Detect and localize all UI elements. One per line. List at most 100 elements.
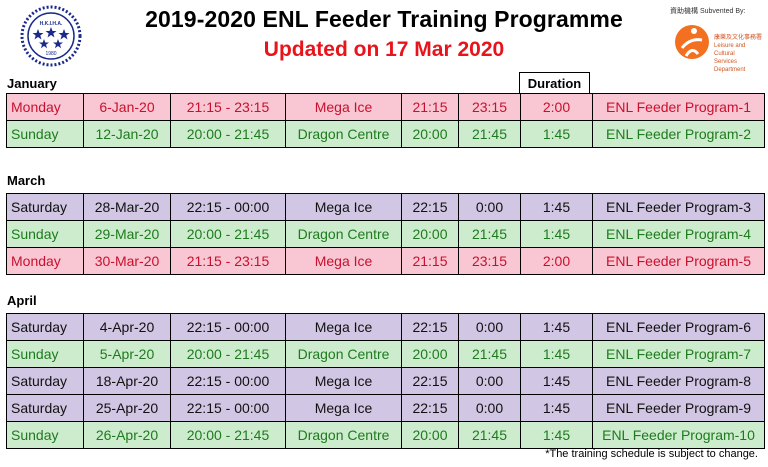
date-cell: 12-Jan-20: [83, 120, 171, 148]
day-cell: Saturday: [6, 394, 84, 422]
end-cell: 21:45: [458, 220, 521, 248]
end-cell: 0:00: [458, 367, 521, 395]
day-cell: Sunday: [6, 421, 84, 449]
venue-cell: Mega Ice: [285, 193, 402, 221]
start-cell: 20:00: [401, 220, 459, 248]
time-cell: 20:00 - 21:45: [170, 421, 286, 449]
sponsor-label: 資助機構 Subvented By:: [670, 8, 746, 15]
day-cell: Monday: [6, 247, 84, 275]
duration-cell: 1:45: [520, 421, 593, 449]
start-cell: 22:15: [401, 193, 459, 221]
program-cell: ENL Feeder Program-4: [592, 220, 765, 248]
section-label-march: March: [7, 173, 46, 188]
day-cell: Sunday: [6, 120, 84, 148]
start-cell: 21:15: [401, 247, 459, 275]
day-cell: Sunday: [6, 340, 84, 368]
start-cell: 20:00: [401, 120, 459, 148]
date-cell: 18-Apr-20: [83, 367, 171, 395]
end-cell: 21:45: [458, 340, 521, 368]
date-cell: 26-Apr-20: [83, 421, 171, 449]
end-cell: 0:00: [458, 394, 521, 422]
sponsor-block: 資助機構 Subvented By: 康樂及文化事務署 Leisure and …: [670, 6, 766, 76]
table-row: Saturday 28-Mar-20 22:15 - 00:00 Mega Ice 22…: [6, 193, 765, 221]
time-cell: 20:00 - 21:45: [170, 120, 286, 148]
schedule-table-march: Saturday 28-Mar-20 22:15 - 00:00 Mega Ice 22…: [6, 193, 765, 275]
venue-cell: Mega Ice: [285, 394, 402, 422]
table-row: Monday 30-Mar-20 21:15 - 23:15 Mega Ice 21:1…: [6, 247, 765, 275]
start-cell: 22:15: [401, 394, 459, 422]
sponsor-name-en-2: Services Department: [714, 59, 746, 73]
day-cell: Saturday: [6, 313, 84, 341]
sponsor-name-en-1: Leisure and Cultural: [714, 43, 746, 57]
duration-cell: 1:45: [520, 367, 593, 395]
time-cell: 21:15 - 23:15: [170, 247, 286, 275]
start-cell: 22:15: [401, 313, 459, 341]
start-cell: 22:15: [401, 367, 459, 395]
table-row: Sunday 12-Jan-20 20:00 - 21:45 Dragon Centr…: [6, 120, 765, 148]
end-cell: 0:00: [458, 193, 521, 221]
duration-column-header: Duration: [519, 72, 590, 93]
venue-cell: Dragon Centre: [285, 220, 402, 248]
schedule-table-january: Monday 6-Jan-20 21:15 - 23:15 Mega Ice 21:15…: [6, 93, 765, 148]
date-cell: 4-Apr-20: [83, 313, 171, 341]
program-cell: ENL Feeder Program-7: [592, 340, 765, 368]
page-subtitle: Updated on 17 Mar 2020: [263, 38, 505, 61]
program-cell: ENL Feeder Program-5: [592, 247, 765, 275]
logo-text: H.K.I.H.A.: [40, 21, 63, 27]
time-cell: 22:15 - 00:00: [170, 367, 286, 395]
table-row: Saturday 4-Apr-20 22:15 - 00:00 Mega Ice 22:…: [6, 313, 765, 341]
time-cell: 22:15 - 00:00: [170, 394, 286, 422]
table-row: Saturday 18-Apr-20 22:15 - 00:00 Mega Ice 22…: [6, 367, 765, 395]
date-cell: 29-Mar-20: [83, 220, 171, 248]
association-logo: H.K.I.H.A. 1980: [18, 5, 84, 67]
footnote: *The training schedule is subject to cha…: [545, 448, 758, 460]
start-cell: 20:00: [401, 421, 459, 449]
venue-cell: Mega Ice: [285, 93, 402, 121]
section-label-january: January: [7, 76, 57, 91]
duration-cell: 2:00: [520, 247, 593, 275]
duration-cell: 1:45: [520, 193, 593, 221]
date-cell: 25-Apr-20: [83, 394, 171, 422]
duration-cell: 1:45: [520, 394, 593, 422]
duration-cell: 2:00: [520, 93, 593, 121]
page-title: 2019-2020 ENL Feeder Training Programme: [145, 6, 623, 32]
date-cell: 30-Mar-20: [83, 247, 171, 275]
end-cell: 23:15: [458, 93, 521, 121]
table-row: Saturday 25-Apr-20 22:15 - 00:00 Mega Ice 22…: [6, 394, 765, 422]
logo-year: 1980: [45, 51, 56, 57]
date-cell: 6-Jan-20: [83, 93, 171, 121]
duration-cell: 1:45: [520, 120, 593, 148]
duration-cell: 1:45: [520, 340, 593, 368]
program-cell: ENL Feeder Program-3: [592, 193, 765, 221]
date-cell: 28-Mar-20: [83, 193, 171, 221]
program-cell: ENL Feeder Program-8: [592, 367, 765, 395]
duration-cell: 1:45: [520, 313, 593, 341]
date-cell: 5-Apr-20: [83, 340, 171, 368]
start-cell: 20:00: [401, 340, 459, 368]
duration-cell: 1:45: [520, 220, 593, 248]
day-cell: Sunday: [6, 220, 84, 248]
table-row: Sunday 29-Mar-20 20:00 - 21:45 Dragon Centr…: [6, 220, 765, 248]
venue-cell: Mega Ice: [285, 367, 402, 395]
start-cell: 21:15: [401, 93, 459, 121]
end-cell: 0:00: [458, 313, 521, 341]
sponsor-name: 康樂及文化事務署 Leisure and Cultural Services D…: [714, 34, 766, 74]
venue-cell: Dragon Centre: [285, 421, 402, 449]
table-row: Sunday 26-Apr-20 20:00 - 21:45 Dragon Centr…: [6, 421, 765, 449]
venue-cell: Mega Ice: [285, 313, 402, 341]
association-seal-icon: H.K.I.H.A. 1980: [20, 5, 82, 67]
section-label-april: April: [7, 293, 37, 308]
time-cell: 22:15 - 00:00: [170, 313, 286, 341]
end-cell: 23:15: [458, 247, 521, 275]
time-cell: 20:00 - 21:45: [170, 340, 286, 368]
schedule-table-april: Saturday 4-Apr-20 22:15 - 00:00 Mega Ice 22:…: [6, 313, 765, 449]
program-cell: ENL Feeder Program-10: [592, 421, 765, 449]
table-row: Sunday 5-Apr-20 20:00 - 21:45 Dragon Centre…: [6, 340, 765, 368]
lcsd-figure-icon: [672, 18, 712, 68]
venue-cell: Dragon Centre: [285, 120, 402, 148]
time-cell: 22:15 - 00:00: [170, 193, 286, 221]
program-cell: ENL Feeder Program-2: [592, 120, 765, 148]
program-cell: ENL Feeder Program-1: [592, 93, 765, 121]
sponsor-name-zh: 康樂及文化事務署: [714, 35, 763, 41]
day-cell: Monday: [6, 93, 84, 121]
